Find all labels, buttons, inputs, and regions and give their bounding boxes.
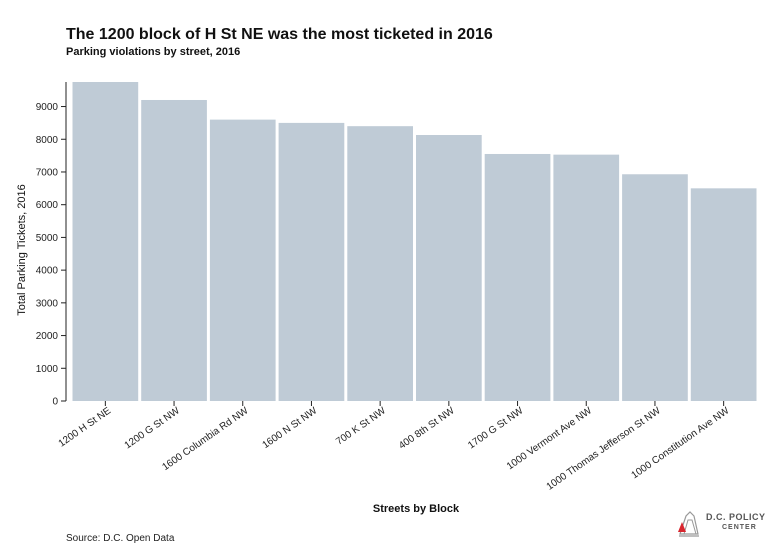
- y-tick-label: 0: [52, 397, 58, 408]
- bar: [347, 126, 413, 402]
- y-tick-label: 2000: [36, 331, 59, 342]
- bar: [690, 188, 757, 401]
- bar: [209, 119, 276, 401]
- y-tick-label: 5000: [36, 233, 59, 244]
- y-tick-label: 8000: [36, 135, 59, 146]
- capitol-icon: [678, 511, 699, 537]
- y-tick-label: 4000: [36, 266, 59, 277]
- logo-text-line2: CENTER: [722, 524, 757, 531]
- bar: [622, 174, 688, 401]
- y-tick-label: 9000: [36, 102, 59, 113]
- x-tick-label: 700 K St NW: [334, 405, 388, 447]
- x-axis-title: Streets by Block: [373, 503, 460, 515]
- bar: [484, 153, 551, 401]
- y-axis: 0 1000 2000 3000 4000 5000 6000 7000 8000 9000: [36, 82, 67, 408]
- x-tick-label: 1200 G St NW: [123, 405, 183, 451]
- y-axis-title: Total Parking Tickets, 2016: [16, 184, 28, 315]
- chart-subtitle: Parking violations by street, 2016: [66, 46, 241, 58]
- x-tick-label: 1700 G St NW: [466, 405, 526, 451]
- y-tick-label: 7000: [36, 167, 59, 178]
- source-note: Source: D.C. Open Data: [66, 533, 175, 544]
- bars-group: [72, 82, 757, 402]
- y-tick-label: 6000: [36, 200, 59, 211]
- y-tick-label: 3000: [36, 298, 59, 309]
- x-tick-label: 1200 H St NE: [57, 405, 114, 449]
- bar: [416, 135, 482, 401]
- y-tick-label: 1000: [36, 364, 59, 375]
- x-tick-label: 1600 N St NW: [260, 405, 319, 451]
- dc-policy-center-logo: D.C. POLICY CENTER: [676, 508, 766, 540]
- bar: [72, 82, 139, 401]
- bar: [278, 122, 345, 402]
- logo-text-line1: D.C. POLICY: [706, 512, 766, 522]
- chart-title: The 1200 block of H St NE was the most t…: [66, 26, 493, 43]
- bar: [553, 154, 620, 401]
- x-tick-label: 1000 Thomas Jefferson St NW: [545, 405, 663, 493]
- bar: [141, 99, 207, 401]
- x-tick-label: 400 8th St NW: [397, 405, 457, 452]
